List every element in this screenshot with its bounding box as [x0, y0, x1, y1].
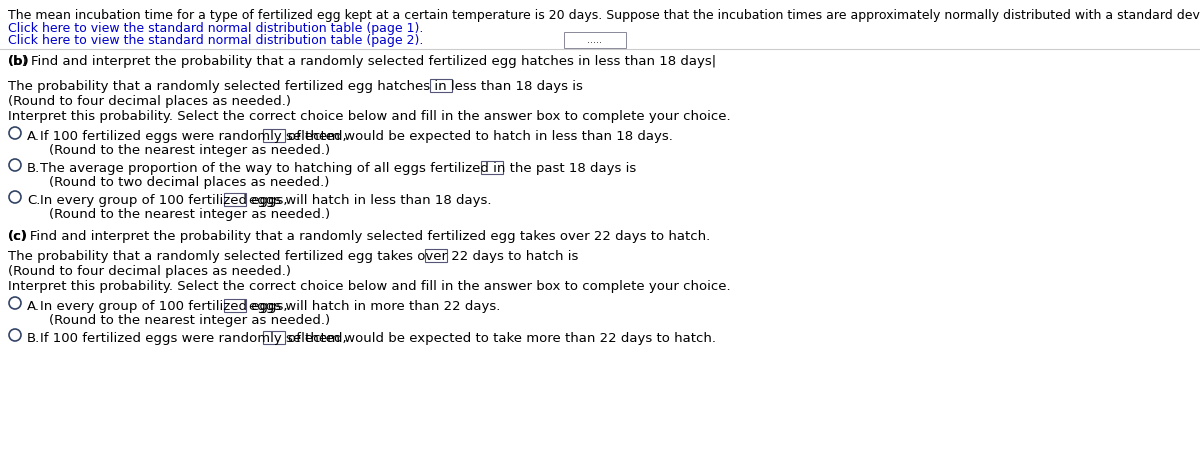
FancyBboxPatch shape — [430, 79, 452, 92]
FancyBboxPatch shape — [481, 161, 503, 174]
Text: of them would be expected to hatch in less than 18 days.: of them would be expected to hatch in le… — [288, 130, 673, 143]
Text: (Round to four decimal places as needed.): (Round to four decimal places as needed.… — [8, 265, 292, 278]
Text: (c): (c) — [8, 230, 28, 243]
Text: The probability that a randomly selected fertilized egg takes over 22 days to ha: The probability that a randomly selected… — [8, 250, 578, 263]
Text: If 100 fertilized eggs were randomly selected,: If 100 fertilized eggs were randomly sel… — [40, 332, 347, 345]
Text: B.: B. — [28, 162, 41, 175]
Text: (b): (b) — [8, 55, 30, 68]
Text: Click here to view the standard normal distribution table (page 1).: Click here to view the standard normal d… — [8, 22, 424, 35]
Text: In every group of 100 fertilized eggs,: In every group of 100 fertilized eggs, — [40, 194, 288, 207]
Text: eggs will hatch in more than 22 days.: eggs will hatch in more than 22 days. — [250, 300, 500, 313]
Text: (Round to two decimal places as needed.): (Round to two decimal places as needed.) — [49, 176, 329, 189]
Text: eggs will hatch in less than 18 days.: eggs will hatch in less than 18 days. — [250, 194, 492, 207]
FancyBboxPatch shape — [224, 193, 246, 206]
Text: (b) Find and interpret the probability that a randomly selected fertilized egg h: (b) Find and interpret the probability t… — [8, 55, 716, 68]
Text: A.: A. — [28, 300, 40, 313]
Text: The probability that a randomly selected fertilized egg hatches in less than 18 : The probability that a randomly selected… — [8, 80, 583, 93]
Text: Click here to view the standard normal distribution table (page 2).: Click here to view the standard normal d… — [8, 34, 424, 47]
Text: C.: C. — [28, 194, 41, 207]
FancyBboxPatch shape — [263, 129, 286, 142]
FancyBboxPatch shape — [263, 331, 286, 344]
Text: (Round to the nearest integer as needed.): (Round to the nearest integer as needed.… — [49, 144, 330, 157]
Text: (c) Find and interpret the probability that a randomly selected fertilized egg t: (c) Find and interpret the probability t… — [8, 230, 710, 243]
Text: In every group of 100 fertilized eggs,: In every group of 100 fertilized eggs, — [40, 300, 288, 313]
FancyBboxPatch shape — [224, 299, 246, 312]
Text: .....: ..... — [588, 35, 602, 45]
Text: Interpret this probability. Select the correct choice below and fill in the answ: Interpret this probability. Select the c… — [8, 110, 731, 123]
Text: (Round to the nearest integer as needed.): (Round to the nearest integer as needed.… — [49, 208, 330, 221]
Text: (Round to the nearest integer as needed.): (Round to the nearest integer as needed.… — [49, 314, 330, 327]
Text: (Round to four decimal places as needed.): (Round to four decimal places as needed.… — [8, 95, 292, 108]
Text: Interpret this probability. Select the correct choice below and fill in the answ: Interpret this probability. Select the c… — [8, 280, 731, 293]
Text: B.: B. — [28, 332, 41, 345]
Text: The mean incubation time for a type of fertilized egg kept at a certain temperat: The mean incubation time for a type of f… — [8, 9, 1200, 22]
FancyBboxPatch shape — [564, 32, 626, 48]
Text: The average proportion of the way to hatching of all eggs fertilized in the past: The average proportion of the way to hat… — [40, 162, 636, 175]
Text: of them would be expected to take more than 22 days to hatch.: of them would be expected to take more t… — [288, 332, 716, 345]
Text: If 100 fertilized eggs were randomly selected,: If 100 fertilized eggs were randomly sel… — [40, 130, 347, 143]
FancyBboxPatch shape — [425, 249, 448, 262]
Text: A.: A. — [28, 130, 40, 143]
